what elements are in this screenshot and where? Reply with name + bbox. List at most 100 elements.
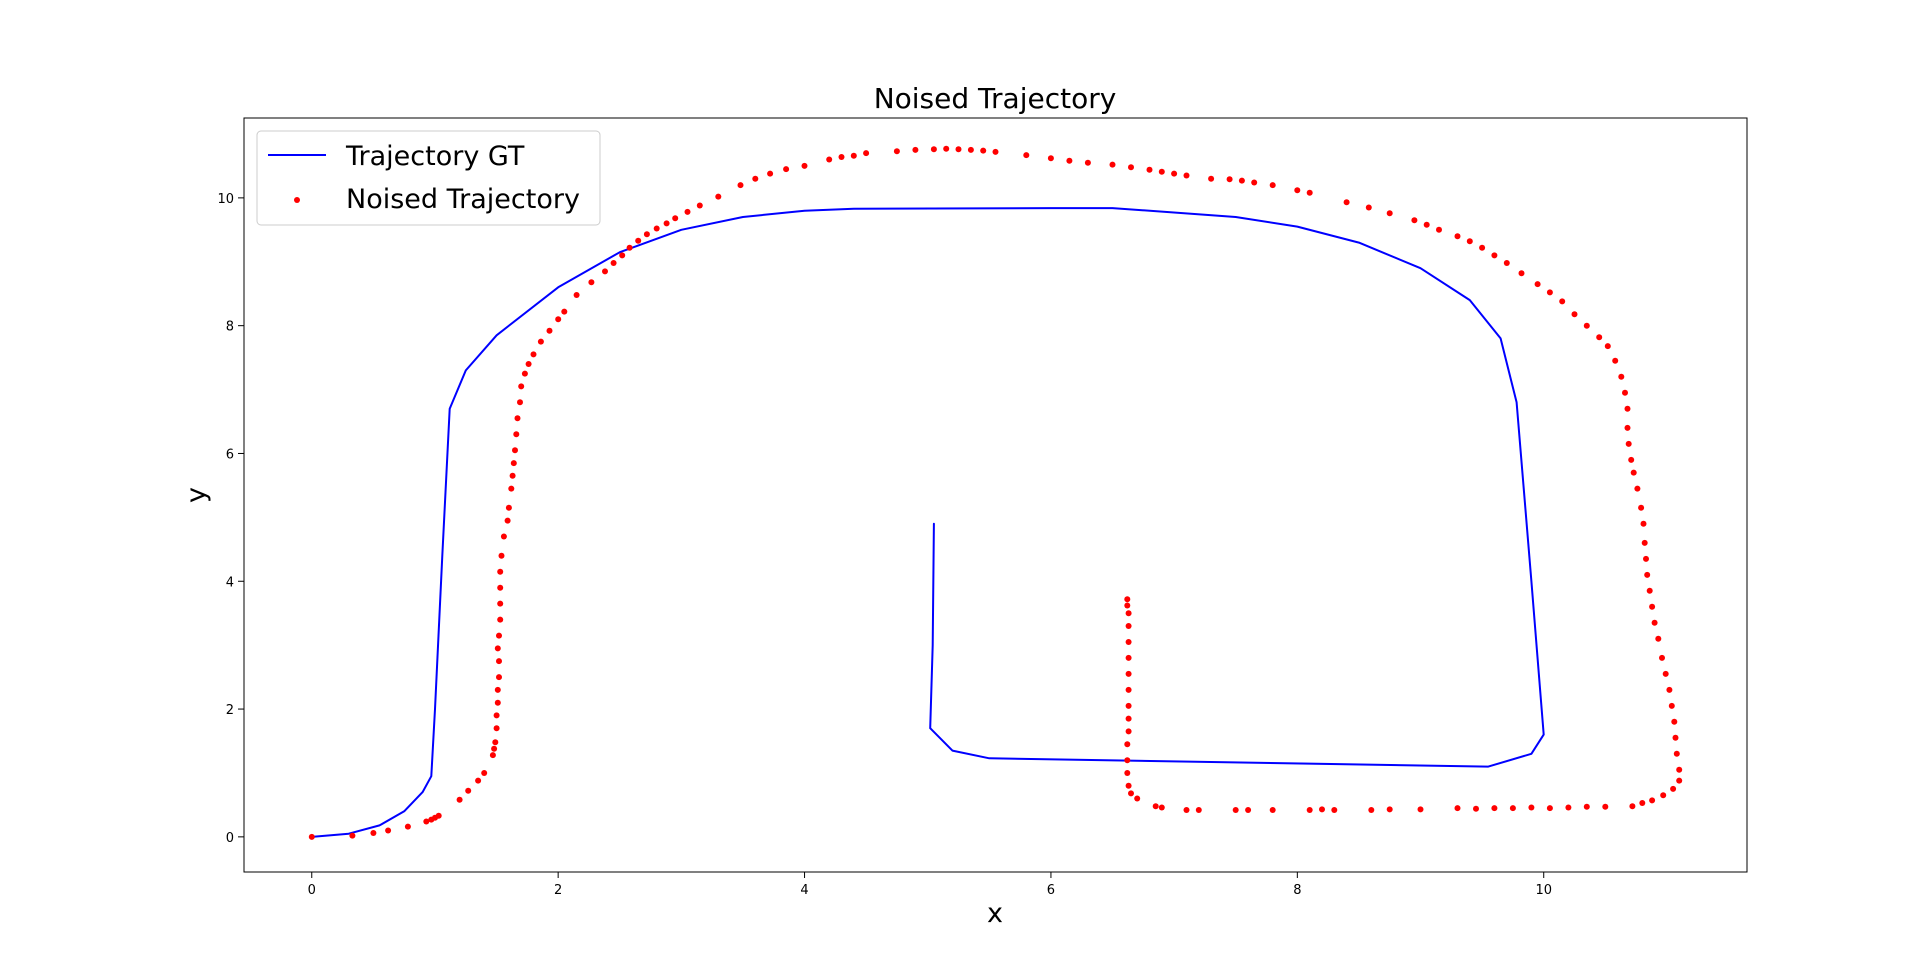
noised-point <box>494 645 501 652</box>
noised-point <box>626 244 633 251</box>
noised-point <box>1128 790 1134 797</box>
noised-point <box>783 166 790 173</box>
noised-point <box>1386 210 1393 217</box>
noised-point <box>1546 289 1553 296</box>
noised-point <box>1668 702 1675 709</box>
noised-point <box>1649 797 1656 804</box>
noised-point <box>1331 807 1338 813</box>
y-tick-label: 8 <box>226 320 234 335</box>
x-tick-label: 0 <box>308 883 316 898</box>
noised-point <box>1423 221 1430 228</box>
noised-point <box>435 812 442 819</box>
noised-point <box>1066 157 1073 164</box>
noised-point <box>610 260 617 266</box>
noised-point <box>494 699 501 706</box>
noised-point <box>492 739 499 746</box>
noised-point <box>1676 766 1683 773</box>
noised-point <box>1084 159 1091 166</box>
y-tick-label: 0 <box>226 831 234 846</box>
noised-point <box>1269 807 1276 813</box>
noised-point <box>521 370 528 377</box>
x-tick-label: 2 <box>554 883 562 898</box>
noised-point <box>1622 389 1628 396</box>
gt-series <box>310 207 1545 838</box>
noised-point <box>1208 175 1215 182</box>
noised-point <box>1571 311 1578 318</box>
noised-point <box>481 770 488 776</box>
noised-point <box>1245 807 1252 813</box>
noised-point <box>992 148 999 155</box>
noised-point <box>1651 619 1658 626</box>
noised-point <box>465 787 472 794</box>
noised-point <box>643 231 650 238</box>
noised-point <box>1232 807 1239 813</box>
noised-point <box>1109 161 1116 168</box>
noised-point <box>498 552 505 559</box>
noised-point <box>1454 805 1461 812</box>
noised-point <box>1319 806 1325 813</box>
legend-noised-swatch <box>294 197 300 203</box>
noised-point <box>1662 670 1669 677</box>
noised-point <box>1269 182 1276 189</box>
y-tick-label: 10 <box>217 192 234 207</box>
noised-point <box>349 832 356 839</box>
noised-point <box>1473 805 1479 812</box>
noised-point <box>967 146 974 153</box>
noised-point <box>1624 405 1631 412</box>
legend-frame <box>256 130 601 226</box>
noised-point <box>1509 805 1516 812</box>
noised-point <box>1411 217 1418 224</box>
noised-point <box>555 316 562 323</box>
noised-point <box>1640 520 1647 527</box>
noised-point <box>863 150 870 157</box>
noised-point <box>1195 807 1202 813</box>
noised-point <box>1528 804 1535 811</box>
noised-point <box>1565 804 1572 811</box>
noised-point <box>1676 777 1683 784</box>
noised-point <box>1628 456 1635 463</box>
noised-point <box>1673 750 1680 757</box>
noised-point <box>1294 187 1301 194</box>
noised-point <box>1672 734 1679 741</box>
noised-point <box>1171 170 1178 177</box>
noised-point <box>508 485 515 492</box>
noised-point <box>505 504 512 511</box>
noised-point <box>1124 602 1131 609</box>
noised-point <box>943 145 950 152</box>
noised-point <box>1646 587 1653 594</box>
noised-point <box>715 193 722 200</box>
noised-point <box>489 752 496 759</box>
noised-point <box>672 215 679 222</box>
noised-point <box>912 146 919 153</box>
noised-point <box>1343 199 1350 206</box>
noised-point <box>1124 741 1131 748</box>
noised-point <box>497 568 504 575</box>
noised-point <box>1436 226 1442 233</box>
noised-point <box>1534 281 1541 288</box>
noised-point <box>602 268 608 275</box>
noised-point <box>1146 166 1153 173</box>
noised-point <box>1386 806 1393 813</box>
noised-point <box>1491 252 1498 259</box>
noised-point <box>619 252 626 259</box>
noised-point <box>1659 654 1665 661</box>
noised-point <box>496 658 502 665</box>
noised-point <box>493 725 500 732</box>
noised-point <box>1125 610 1132 617</box>
noised-point <box>1124 770 1131 776</box>
noised-point <box>737 182 744 189</box>
noised-point <box>514 415 521 422</box>
noised-point <box>1047 155 1054 162</box>
noised-point <box>1629 803 1636 810</box>
noised-point <box>1491 805 1498 812</box>
noised-point <box>1124 596 1131 603</box>
noised-point <box>1125 654 1132 661</box>
noised-point <box>513 431 520 438</box>
noised-point <box>1649 603 1656 610</box>
noised-point <box>1125 623 1132 629</box>
noised-point <box>1671 718 1678 725</box>
noised-point <box>930 146 937 153</box>
noised-point <box>1670 785 1677 792</box>
noised-point <box>1583 803 1590 810</box>
